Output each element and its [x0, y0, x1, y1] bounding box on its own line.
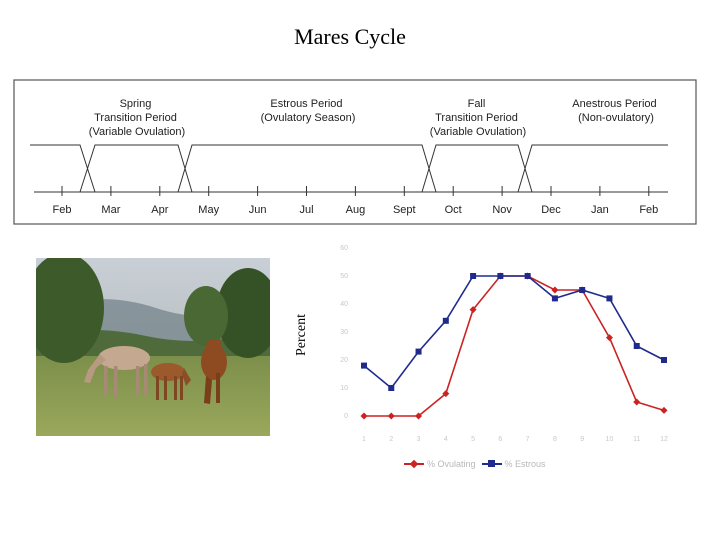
series-layer [360, 272, 668, 420]
slide-title: Mares Cycle [294, 24, 406, 49]
y-tick-2: 20 [340, 357, 348, 364]
point-0-0 [360, 412, 368, 420]
x-tick-10: 11 [633, 436, 640, 443]
point-1-6 [524, 273, 531, 279]
period-spring: Spring Transition Period (Variable Ovula… [89, 98, 185, 138]
period-anestrous: Anestrous Period (Non-ovulatory) [572, 98, 659, 124]
series-line-1 [363, 275, 665, 390]
y-tick-labels: 0 10 20 30 40 50 60 [340, 245, 348, 420]
x-tick-5: 6 [498, 436, 502, 443]
month-label-8: Oct [445, 204, 462, 216]
legend-item-ovulating: % Ovulating [404, 459, 476, 469]
x-tick-2: 3 [417, 436, 421, 443]
y-tick-4: 40 [340, 301, 348, 308]
point-0-3 [442, 390, 450, 398]
x-tick-3: 4 [444, 436, 448, 443]
y-tick-5: 50 [340, 273, 348, 280]
month-label-3: May [198, 204, 219, 216]
horse-chestnut [201, 339, 227, 404]
horse-foal [151, 363, 191, 400]
x-tick-4: 5 [471, 436, 475, 443]
x-tick-9: 10 [606, 436, 614, 443]
period-estrous: Estrous Period (Ovulatory Season) [261, 98, 356, 124]
x-tick-11: 12 [660, 436, 668, 443]
x-tick-7: 8 [553, 436, 557, 443]
x-tick-1: 2 [389, 436, 393, 443]
series-line-0 [364, 275, 665, 417]
month-label-9: Nov [492, 204, 512, 216]
point-1-2 [415, 348, 422, 355]
point-0-1 [387, 412, 395, 420]
legend-marker-ovulating [404, 459, 424, 469]
month-label-2: Apr [151, 204, 168, 216]
month-label-12: Feb [639, 204, 658, 216]
series-1 [361, 273, 667, 391]
horse-gray [84, 346, 150, 398]
point-1-0 [361, 362, 367, 369]
month-label-1: Mar [101, 204, 120, 216]
period-labels: Spring Transition Period (Variable Ovula… [89, 98, 659, 138]
point-1-7 [551, 295, 558, 302]
series-0 [360, 272, 668, 420]
month-label-0: Feb [53, 204, 72, 216]
cycle-timeline-diagram: Spring Transition Period (Variable Ovula… [13, 79, 697, 225]
point-1-10 [633, 343, 640, 349]
month-label-5: Jul [299, 204, 313, 216]
horses-illustration [36, 258, 270, 436]
timeline-frame [13, 79, 697, 225]
point-1-11 [661, 357, 667, 363]
y-tick-6: 60 [340, 245, 348, 252]
y-tick-3: 30 [340, 329, 348, 336]
x-tick-6: 7 [526, 436, 530, 443]
month-label-7: Sept [393, 204, 416, 216]
x-tick-labels: 1 2 3 4 5 6 7 8 9 10 11 12 [362, 436, 668, 443]
month-label-4: Jun [249, 204, 267, 216]
month-label-6: Aug [346, 204, 366, 216]
point-1-3 [442, 317, 449, 324]
point-0-2 [415, 412, 423, 420]
point-0-9 [605, 334, 613, 342]
legend-marker-estrous [481, 459, 502, 469]
point-1-1 [388, 385, 395, 391]
point-1-4 [470, 273, 477, 279]
chart-legend: % Ovulating % Estrous [404, 459, 546, 469]
x-tick-8: 9 [580, 436, 584, 443]
x-tick-0: 1 [362, 436, 366, 443]
y-tick-1: 10 [340, 385, 348, 392]
horses-photo [36, 258, 270, 436]
point-0-10 [633, 398, 641, 406]
month-labels: Feb Mar Apr May Jun Jul Aug Sept Oct Nov Dec Jan Feb [53, 204, 659, 216]
point-1-5 [497, 273, 504, 279]
point-0-11 [660, 406, 668, 414]
transition-lines [30, 144, 668, 193]
y-tick-0: 0 [344, 413, 348, 420]
legend-item-estrous: % Estrous [481, 459, 546, 469]
month-label-10: Dec [541, 204, 561, 216]
point-1-9 [606, 295, 613, 302]
period-fall: Fall Transition Period (Variable Ovulati… [430, 98, 526, 138]
point-0-4 [469, 306, 477, 314]
legend-label-ovulating: % Ovulating [427, 459, 476, 469]
month-label-11: Jan [591, 204, 609, 216]
point-1-8 [579, 287, 586, 293]
legend-label-estrous: % Estrous [504, 459, 546, 469]
point-0-7 [551, 286, 559, 294]
month-ticks [61, 186, 650, 196]
